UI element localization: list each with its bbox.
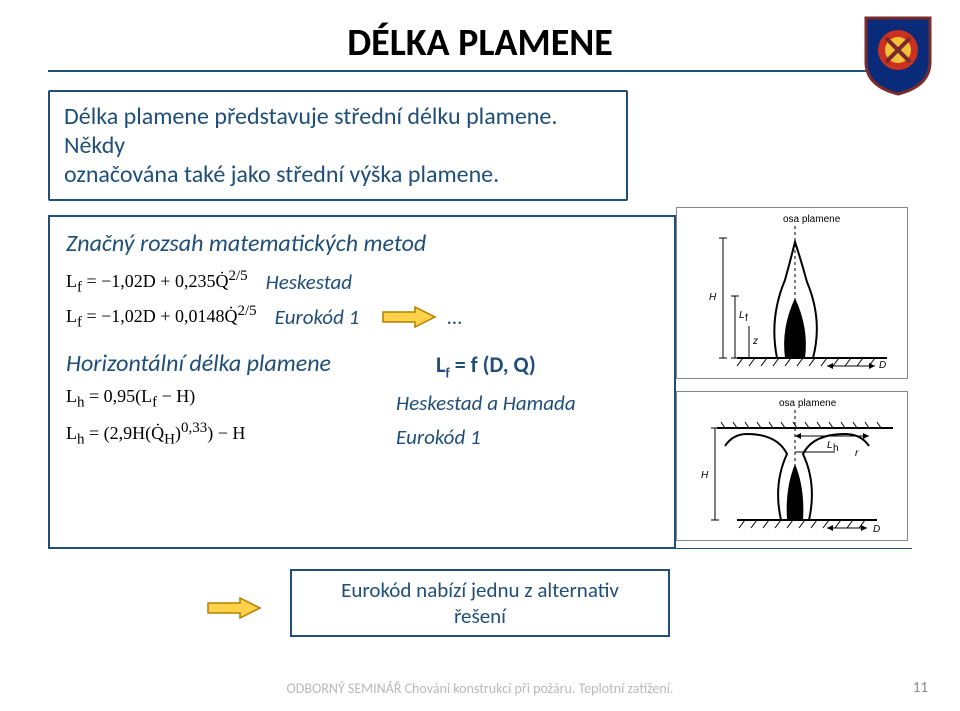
footer-text: ODBORNÝ SEMINÁŘ Chování konstrukcí při p… <box>0 680 960 697</box>
formula-heskestad: Lf = −1,02D + 0,235Q̇2/5 <box>66 268 248 297</box>
methods-box: Značný rozsah matematických metod Lf = −… <box>48 215 676 549</box>
conclusion-line-1: Eurokód nabízí jednu z alternativ <box>302 577 658 603</box>
formula-row-eurokod: Lf = −1,02D + 0,0148Q̇2/5 Eurokód 1 … <box>66 303 658 332</box>
slide-title: DÉLKA PLAMENE <box>48 20 912 66</box>
svg-text:osa plamene: osa plamene <box>779 398 837 409</box>
formula-eurokod: Lf = −1,02D + 0,0148Q̇2/5 <box>66 303 257 332</box>
intro-line-1: Délka plamene představuje střední délku … <box>64 102 612 160</box>
label-heskestad: Heskestad <box>266 269 352 295</box>
formula-row-heskestad: Lf = −1,02D + 0,235Q̇2/5 Heskestad <box>66 268 658 297</box>
ellipsis: … <box>447 304 462 330</box>
org-emblem <box>862 14 934 96</box>
svg-text:z: z <box>752 336 758 347</box>
intro-box: Délka plamene představuje střední délku … <box>48 90 628 201</box>
svg-text:D: D <box>873 524 880 535</box>
flame-diagram-horizontal: osa plamene <box>676 391 908 541</box>
horiz-heading: Horizontální délka plamene <box>66 349 386 378</box>
conclusion-line-2: řešení <box>302 603 658 629</box>
axis-label: osa plamene <box>783 214 841 225</box>
page-number: 11 <box>913 679 928 697</box>
bottom-rule <box>48 548 912 549</box>
label-eurokod: Eurokód 1 <box>275 304 360 330</box>
svg-text:D: D <box>879 360 886 371</box>
svg-text:r: r <box>855 448 859 459</box>
conclusion-box: Eurokód nabízí jednu z alternativ řešení <box>290 569 670 637</box>
svg-text:H: H <box>701 470 709 481</box>
svg-text:L: L <box>739 310 745 321</box>
relation-lf: Lf = f (D, Q) <box>436 351 576 381</box>
label-eurokod-h: Eurokód 1 <box>396 424 576 450</box>
svg-text:L: L <box>827 440 833 451</box>
title-underline <box>48 70 912 72</box>
flame-diagram-vertical: osa plamene <box>676 207 908 379</box>
arrow-icon <box>381 306 437 328</box>
svg-text:H: H <box>709 292 717 303</box>
formula-lh2: Lh = (2,9H(Q̇H)0,33) − H <box>66 420 368 449</box>
label-heskestad-hamada: Heskestad a Hamada <box>396 390 576 416</box>
arrow-icon <box>206 597 262 619</box>
intro-line-2: označována také jako střední výška plame… <box>64 160 612 189</box>
svg-text:f: f <box>745 313 748 324</box>
methods-heading: Značný rozsah matematických metod <box>66 229 658 258</box>
formula-lh1: Lh = 0,95(Lf − H) <box>66 386 368 412</box>
